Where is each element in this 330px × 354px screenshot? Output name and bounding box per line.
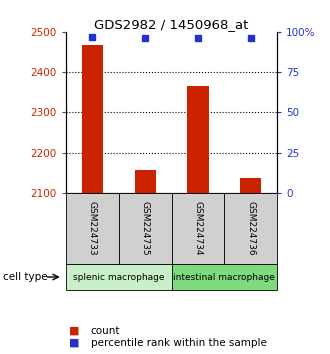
Text: ■: ■ (69, 338, 80, 348)
Bar (135, 170, 156, 193)
Bar (82, 45, 103, 193)
Text: splenic macrophage: splenic macrophage (73, 273, 165, 281)
Text: GSM224735: GSM224735 (141, 201, 150, 256)
Text: cell type: cell type (3, 272, 48, 282)
Text: GSM224733: GSM224733 (88, 201, 97, 256)
Text: GSM224736: GSM224736 (246, 201, 255, 256)
Text: intestinal macrophage: intestinal macrophage (174, 273, 275, 281)
Bar (187, 86, 209, 193)
Text: ■: ■ (69, 326, 80, 336)
Text: percentile rank within the sample: percentile rank within the sample (91, 338, 267, 348)
Text: GSM224734: GSM224734 (193, 201, 203, 256)
Text: count: count (91, 326, 120, 336)
Title: GDS2982 / 1450968_at: GDS2982 / 1450968_at (94, 18, 249, 31)
Bar (240, 178, 261, 193)
